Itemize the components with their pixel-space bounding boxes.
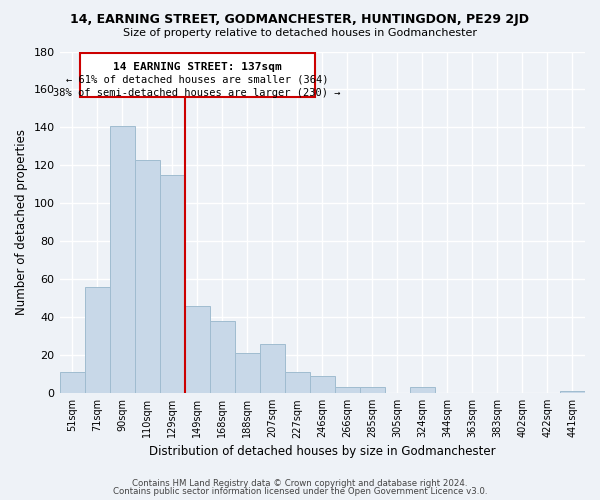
Y-axis label: Number of detached properties: Number of detached properties xyxy=(15,130,28,316)
Text: Contains HM Land Registry data © Crown copyright and database right 2024.: Contains HM Land Registry data © Crown c… xyxy=(132,479,468,488)
Text: ← 61% of detached houses are smaller (364): ← 61% of detached houses are smaller (36… xyxy=(66,75,328,85)
Bar xyxy=(134,160,160,393)
Bar xyxy=(59,372,85,393)
Bar xyxy=(285,372,310,393)
Bar xyxy=(260,344,285,393)
Bar xyxy=(160,175,185,393)
Bar xyxy=(335,388,360,393)
Bar xyxy=(360,388,385,393)
Bar xyxy=(560,392,585,393)
Bar xyxy=(110,126,134,393)
Text: Contains public sector information licensed under the Open Government Licence v3: Contains public sector information licen… xyxy=(113,487,487,496)
Bar xyxy=(85,287,110,393)
Bar xyxy=(235,354,260,393)
Bar xyxy=(209,321,235,393)
Bar xyxy=(310,376,335,393)
Text: Size of property relative to detached houses in Godmanchester: Size of property relative to detached ho… xyxy=(123,28,477,38)
Bar xyxy=(185,306,209,393)
Text: 14, EARNING STREET, GODMANCHESTER, HUNTINGDON, PE29 2JD: 14, EARNING STREET, GODMANCHESTER, HUNTI… xyxy=(71,12,530,26)
Bar xyxy=(410,388,435,393)
Text: 14 EARNING STREET: 137sqm: 14 EARNING STREET: 137sqm xyxy=(113,62,281,72)
X-axis label: Distribution of detached houses by size in Godmanchester: Distribution of detached houses by size … xyxy=(149,444,496,458)
Text: 38% of semi-detached houses are larger (230) →: 38% of semi-detached houses are larger (… xyxy=(53,88,341,99)
FancyBboxPatch shape xyxy=(80,54,315,97)
